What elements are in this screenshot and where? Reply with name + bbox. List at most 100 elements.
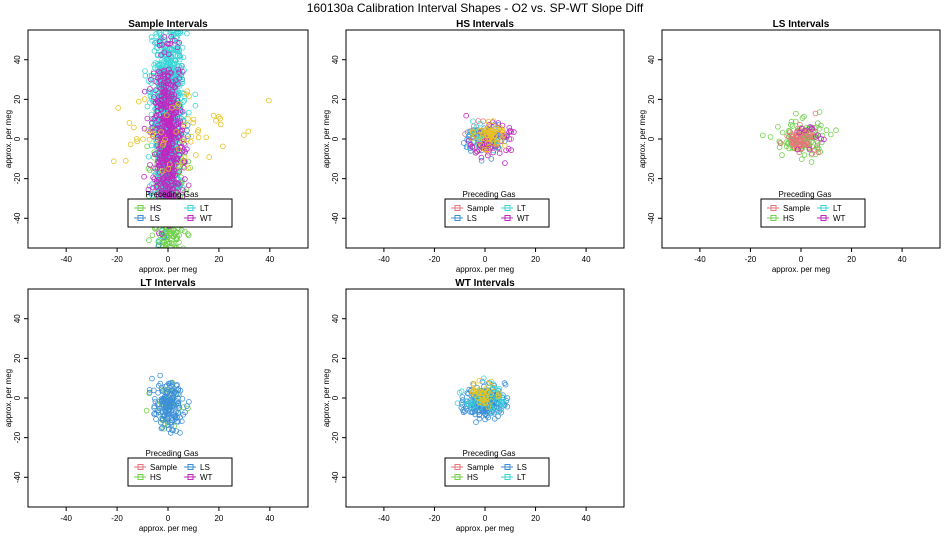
data-point: [173, 129, 180, 135]
legend-entry-label: Sample: [467, 204, 495, 213]
data-point: [148, 76, 154, 83]
data-point: [157, 30, 163, 36]
legend-entry-label: HS: [150, 473, 161, 482]
data-point: [496, 390, 502, 397]
data-point: [486, 139, 493, 146]
data-point: [459, 394, 466, 400]
data-point: [180, 99, 186, 105]
data-point: [142, 68, 148, 74]
data-point: [179, 69, 186, 75]
data-point: [488, 134, 495, 141]
data-point: [177, 387, 184, 394]
data-point: [163, 30, 169, 32]
data-point: [793, 110, 799, 117]
legend-entry-label: LS: [150, 214, 160, 223]
x-axis-label: approx. per meg: [456, 265, 514, 274]
data-point: [166, 30, 172, 32]
data-point: [785, 140, 792, 146]
data-point: [147, 86, 153, 92]
data-point: [168, 379, 174, 386]
data-point: [150, 127, 157, 133]
data-point: [185, 231, 191, 237]
legend-title: Preceding Gas: [779, 190, 832, 199]
data-point: [184, 127, 190, 134]
x-tick-label: -40: [378, 255, 390, 264]
data-point: [178, 62, 185, 69]
legend-entry-label: Sample: [467, 463, 495, 472]
data-point: [797, 141, 804, 148]
data-point: [141, 125, 148, 132]
data-point: [182, 228, 188, 235]
data-point: [163, 126, 169, 132]
data-point: [179, 44, 186, 51]
chart-panel-2: HS Intervals -40 -20 0 20 40 -40 -20 0 20 40 approx…: [322, 19, 625, 274]
data-point: [177, 144, 184, 151]
data-point: [147, 162, 153, 168]
data-point: [165, 422, 171, 429]
data-point: [175, 418, 181, 425]
data-point: [788, 122, 794, 128]
data-point: [795, 125, 801, 132]
legend-marker: [770, 205, 777, 211]
data-point: [185, 133, 191, 139]
x-tick-label: 40: [898, 255, 907, 264]
data-point: [165, 0, 170, 3]
x-tick-label: -20: [745, 255, 757, 264]
data-point: [498, 405, 505, 412]
data-point: [460, 409, 467, 416]
y-tick-label: 0: [13, 395, 22, 400]
data-point: [171, 176, 177, 182]
data-point: [172, 37, 178, 44]
data-point: [168, 82, 175, 88]
data-point: [168, 116, 174, 123]
panel-title: LT Intervals: [140, 278, 196, 289]
data-point: [136, 98, 142, 105]
data-point: [482, 129, 489, 136]
x-tick-label: 0: [799, 255, 804, 264]
data-point: [174, 97, 181, 104]
data-point: [500, 131, 507, 138]
data-point: [172, 84, 178, 91]
data-point: [163, 104, 170, 111]
data-point: [833, 127, 839, 133]
data-point: [484, 152, 491, 159]
data-point: [149, 37, 155, 44]
data-point: [478, 141, 484, 148]
panel-title: HS Intervals: [456, 19, 514, 30]
data-point: [156, 230, 162, 237]
data-point: [181, 147, 187, 154]
legend-entry-label: WT: [517, 214, 530, 223]
legend-entry-label: HS: [150, 204, 161, 213]
data-point: [176, 404, 183, 411]
data-point: [779, 129, 786, 136]
y-tick-label: 0: [647, 136, 656, 141]
data-point: [181, 121, 188, 128]
data-point: [152, 395, 158, 402]
data-point: [499, 135, 505, 141]
data-point: [185, 165, 192, 172]
data-point: [482, 411, 489, 417]
data-point: [472, 150, 479, 156]
data-point: [184, 88, 191, 94]
data-point: [495, 393, 502, 400]
data-point: [160, 12, 165, 17]
data-point: [807, 134, 813, 141]
data-point: [170, 79, 176, 85]
data-point: [473, 124, 480, 130]
data-point: [182, 176, 188, 182]
data-point: [147, 93, 154, 100]
x-tick-label: 0: [166, 255, 171, 264]
data-point: [148, 181, 155, 188]
x-axis-label: approx. per meg: [139, 265, 197, 274]
y-axis-label: approx. per meg: [322, 369, 331, 427]
data-point: [155, 177, 162, 183]
data-point: [176, 168, 183, 175]
data-point: [158, 162, 164, 169]
data-point: [172, 389, 178, 395]
data-point: [166, 51, 172, 58]
data-point: [167, 398, 174, 405]
legend-entry-label: LT: [517, 473, 526, 482]
data-point: [456, 389, 463, 396]
data-point: [167, 171, 173, 178]
data-point: [156, 246, 162, 248]
